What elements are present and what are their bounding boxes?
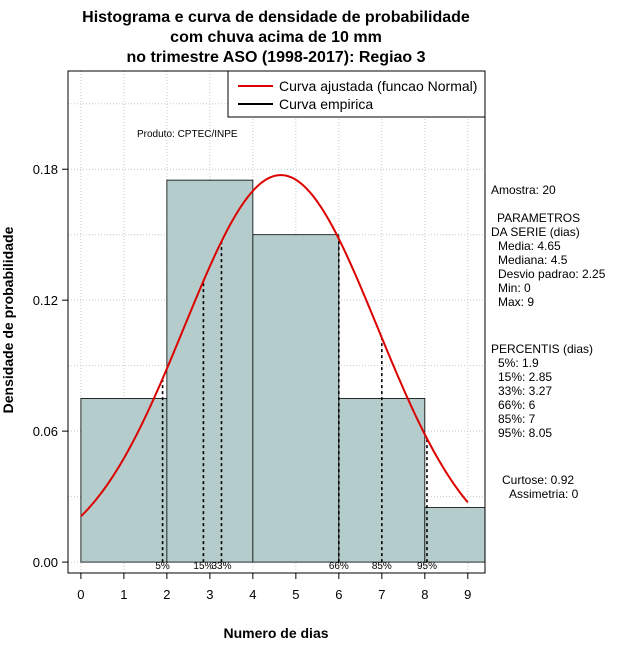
percentile-label: 95% <box>417 561 437 572</box>
product-annotation: Produto: CPTEC/INPE <box>137 129 238 140</box>
x-tick-label: 3 <box>206 587 213 602</box>
percentis-header: PERCENTIS (dias) <box>491 342 593 356</box>
x-tick-label: 0 <box>77 587 84 602</box>
param-header-1: PARAMETROS <box>497 211 580 225</box>
x-tick-label: 2 <box>163 587 170 602</box>
x-tick-label: 8 <box>421 587 428 602</box>
x-tick-label: 4 <box>249 587 256 602</box>
param-header-2: DA SERIE (dias) <box>491 225 580 239</box>
normal-fit-curve <box>80 174 469 518</box>
x-tick-label: 7 <box>378 587 385 602</box>
legend-box <box>227 70 486 118</box>
stat-p5: 5%: 1.9 <box>498 356 539 370</box>
histogram-bar <box>338 397 426 563</box>
percentile-label: 85% <box>372 561 392 572</box>
x-tick-label: 6 <box>335 587 342 602</box>
stat-p33: 33%: 3.27 <box>498 384 552 398</box>
legend-label-normal: Curva ajustada (funcao Normal) <box>279 78 477 94</box>
stat-mediana: Mediana: 4.5 <box>498 253 568 267</box>
chart-title-line-3: no trimestre ASO (1998-2017): Regiao 3 <box>126 49 425 66</box>
chart-title-line-2: com chuva acima de 10 mm <box>170 29 382 46</box>
y-axis-label: Densidade de probabilidade <box>0 226 16 413</box>
stats-panel: Amostra: 20 PARAMETROS DA SERIE (dias) M… <box>491 183 606 501</box>
x-tick-label: 1 <box>120 587 127 602</box>
y-tick-label: 0.06 <box>33 424 58 439</box>
stat-p15: 15%: 2.85 <box>498 370 552 384</box>
y-tick-label: 0.00 <box>33 555 58 570</box>
percentile-label: 15% <box>193 561 213 572</box>
y-axis: 0.00 0.06 0.12 0.18 <box>33 162 68 570</box>
percentile-lines: 5% 15%33% 66% 85% 95% <box>155 238 437 572</box>
legend-label-empirica: Curva empirica <box>279 96 373 112</box>
stat-max: Max: 9 <box>498 295 534 309</box>
x-tick-label: 9 <box>464 587 471 602</box>
y-tick-label: 0.12 <box>33 293 58 308</box>
histogram-bars <box>80 179 486 563</box>
x-tick-label: 5 <box>292 587 299 602</box>
percentile-label: 33% <box>211 561 231 572</box>
stat-curtose: Curtose: 0.92 <box>502 473 574 487</box>
x-axis-label: Numero de dias <box>223 625 328 641</box>
percentile-label: 5% <box>155 561 170 572</box>
histogram-bar <box>166 179 254 563</box>
stat-amostra: Amostra: 20 <box>491 183 556 197</box>
stat-assimetria: Assimetria: 0 <box>509 487 579 501</box>
stat-media: Media: 4.65 <box>498 239 561 253</box>
percentile-label: 66% <box>329 561 349 572</box>
stat-min: Min: 0 <box>498 281 531 295</box>
histogram-bar <box>424 507 486 563</box>
stat-p85: 85%: 7 <box>498 412 536 426</box>
stat-p66: 66%: 6 <box>498 398 536 412</box>
y-tick-label: 0.18 <box>33 162 58 177</box>
legend: Curva ajustada (funcao Normal) Curva emp… <box>227 70 486 118</box>
stat-p95: 95%: 8.05 <box>498 426 552 440</box>
stat-desvio: Desvio padrao: 2.25 <box>498 267 606 281</box>
chart-title-line-1: Histograma e curva de densidade de proba… <box>82 9 470 26</box>
x-axis: 0 1 2 3 4 5 6 7 8 9 <box>77 573 471 602</box>
histogram-bar <box>80 397 168 563</box>
histogram-bar <box>252 234 340 563</box>
